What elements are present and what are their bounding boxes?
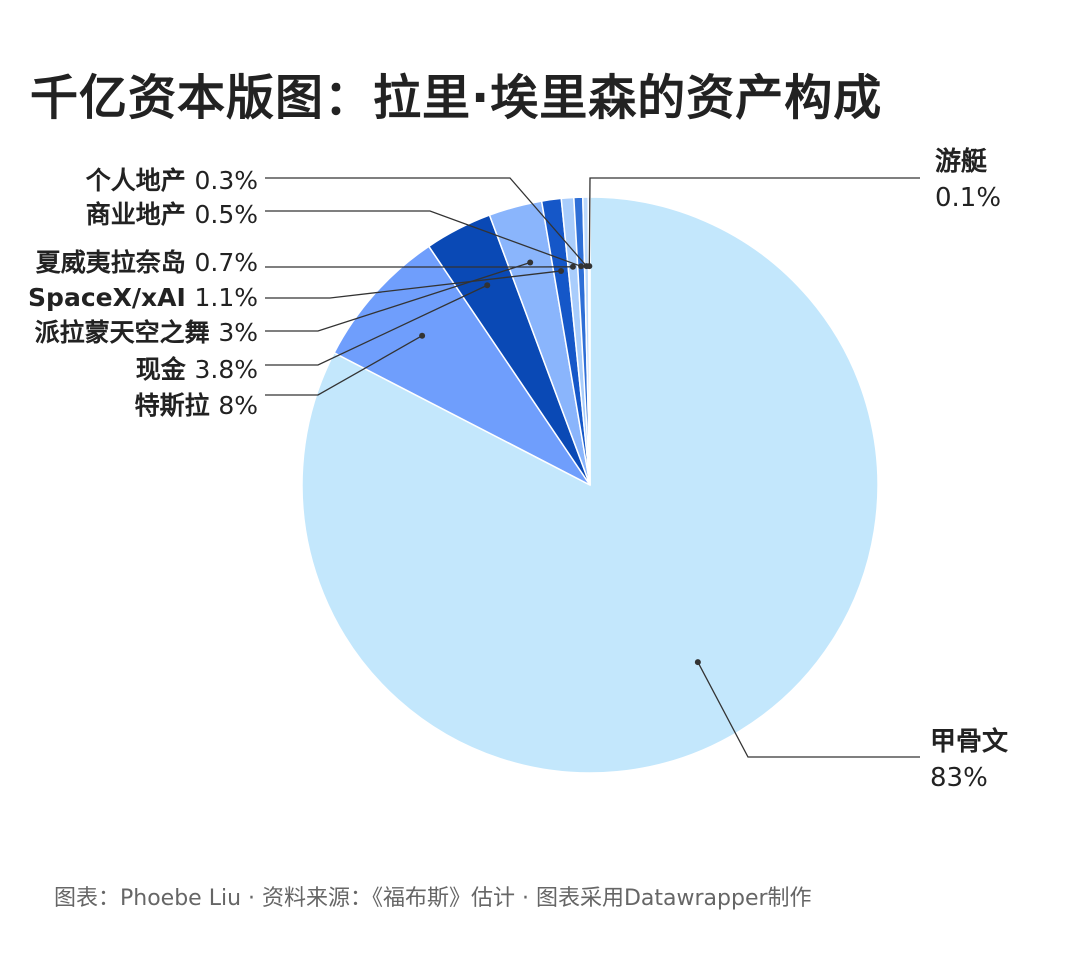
leader-line	[265, 177, 588, 267]
slice-label-name: 现金	[136, 355, 195, 384]
slice-label-value: 8%	[218, 391, 258, 420]
slice-label-name: 个人地产	[86, 166, 195, 195]
slice-label-name: 夏威夷拉奈岛	[36, 248, 195, 277]
slice-label: 商业地产 0.5%	[86, 200, 258, 229]
chart-footer: 图表：Phoebe Liu · 资料来源：《福布斯》估计 · 图表采用Dataw…	[54, 886, 812, 911]
slice-label: 个人地产 0.3%	[86, 166, 258, 195]
leader-dot	[527, 259, 534, 266]
leader-line	[265, 284, 488, 366]
slice-label-name: 特斯拉	[135, 391, 219, 420]
leader-dot	[558, 267, 565, 274]
slice-label-value: 0.1%	[935, 183, 1001, 213]
slice-label: 派拉蒙天空之舞 3%	[35, 318, 258, 347]
pie-slice	[333, 245, 591, 486]
leader-line	[265, 270, 562, 299]
slice-label: 夏威夷拉奈岛 0.7%	[36, 248, 258, 277]
slice-label: 现金 3.8%	[136, 355, 258, 384]
pie-slices	[301, 196, 879, 774]
slice-label-name: 甲骨文	[930, 726, 1009, 757]
slice-label-value: 83%	[930, 763, 988, 793]
slice-label-value: 0.3%	[194, 166, 258, 195]
slice-labels: 甲骨文 83% 特斯拉 8% 现金 3.8% 派拉蒙天空之舞 3% SpaceX/xAI …	[28, 146, 1009, 793]
leader-dot	[586, 263, 593, 270]
slice-label-name: 商业地产	[86, 200, 195, 229]
leader-dot	[419, 332, 426, 339]
slice-label: 特斯拉 8%	[135, 391, 258, 420]
leader-dot	[578, 263, 585, 270]
chart-title: 千亿资本版图：拉里·埃里森的资产构成	[30, 70, 883, 126]
leader-line	[265, 335, 423, 396]
leader-line	[265, 261, 531, 332]
slice-label: SpaceX/xAI 1.1%	[28, 283, 258, 312]
slice-label-value: 0.7%	[194, 248, 258, 277]
leader-dot	[484, 282, 491, 289]
slice-label-name: 派拉蒙天空之舞	[35, 318, 219, 347]
slice-label-name: SpaceX/xAI	[28, 283, 194, 312]
leader-line	[265, 210, 582, 267]
leader-lines	[265, 177, 920, 758]
slice-label-value: 3%	[218, 318, 258, 347]
slice-label-value: 1.1%	[194, 283, 258, 312]
leader-dot	[694, 659, 701, 666]
leader-line	[697, 661, 920, 758]
leader-line	[588, 177, 920, 267]
slice-label-name: 游艇	[935, 146, 987, 177]
leader-dot	[569, 263, 576, 270]
slice-label-value: 3.8%	[194, 355, 258, 384]
slice-label-value: 0.5%	[194, 200, 258, 229]
